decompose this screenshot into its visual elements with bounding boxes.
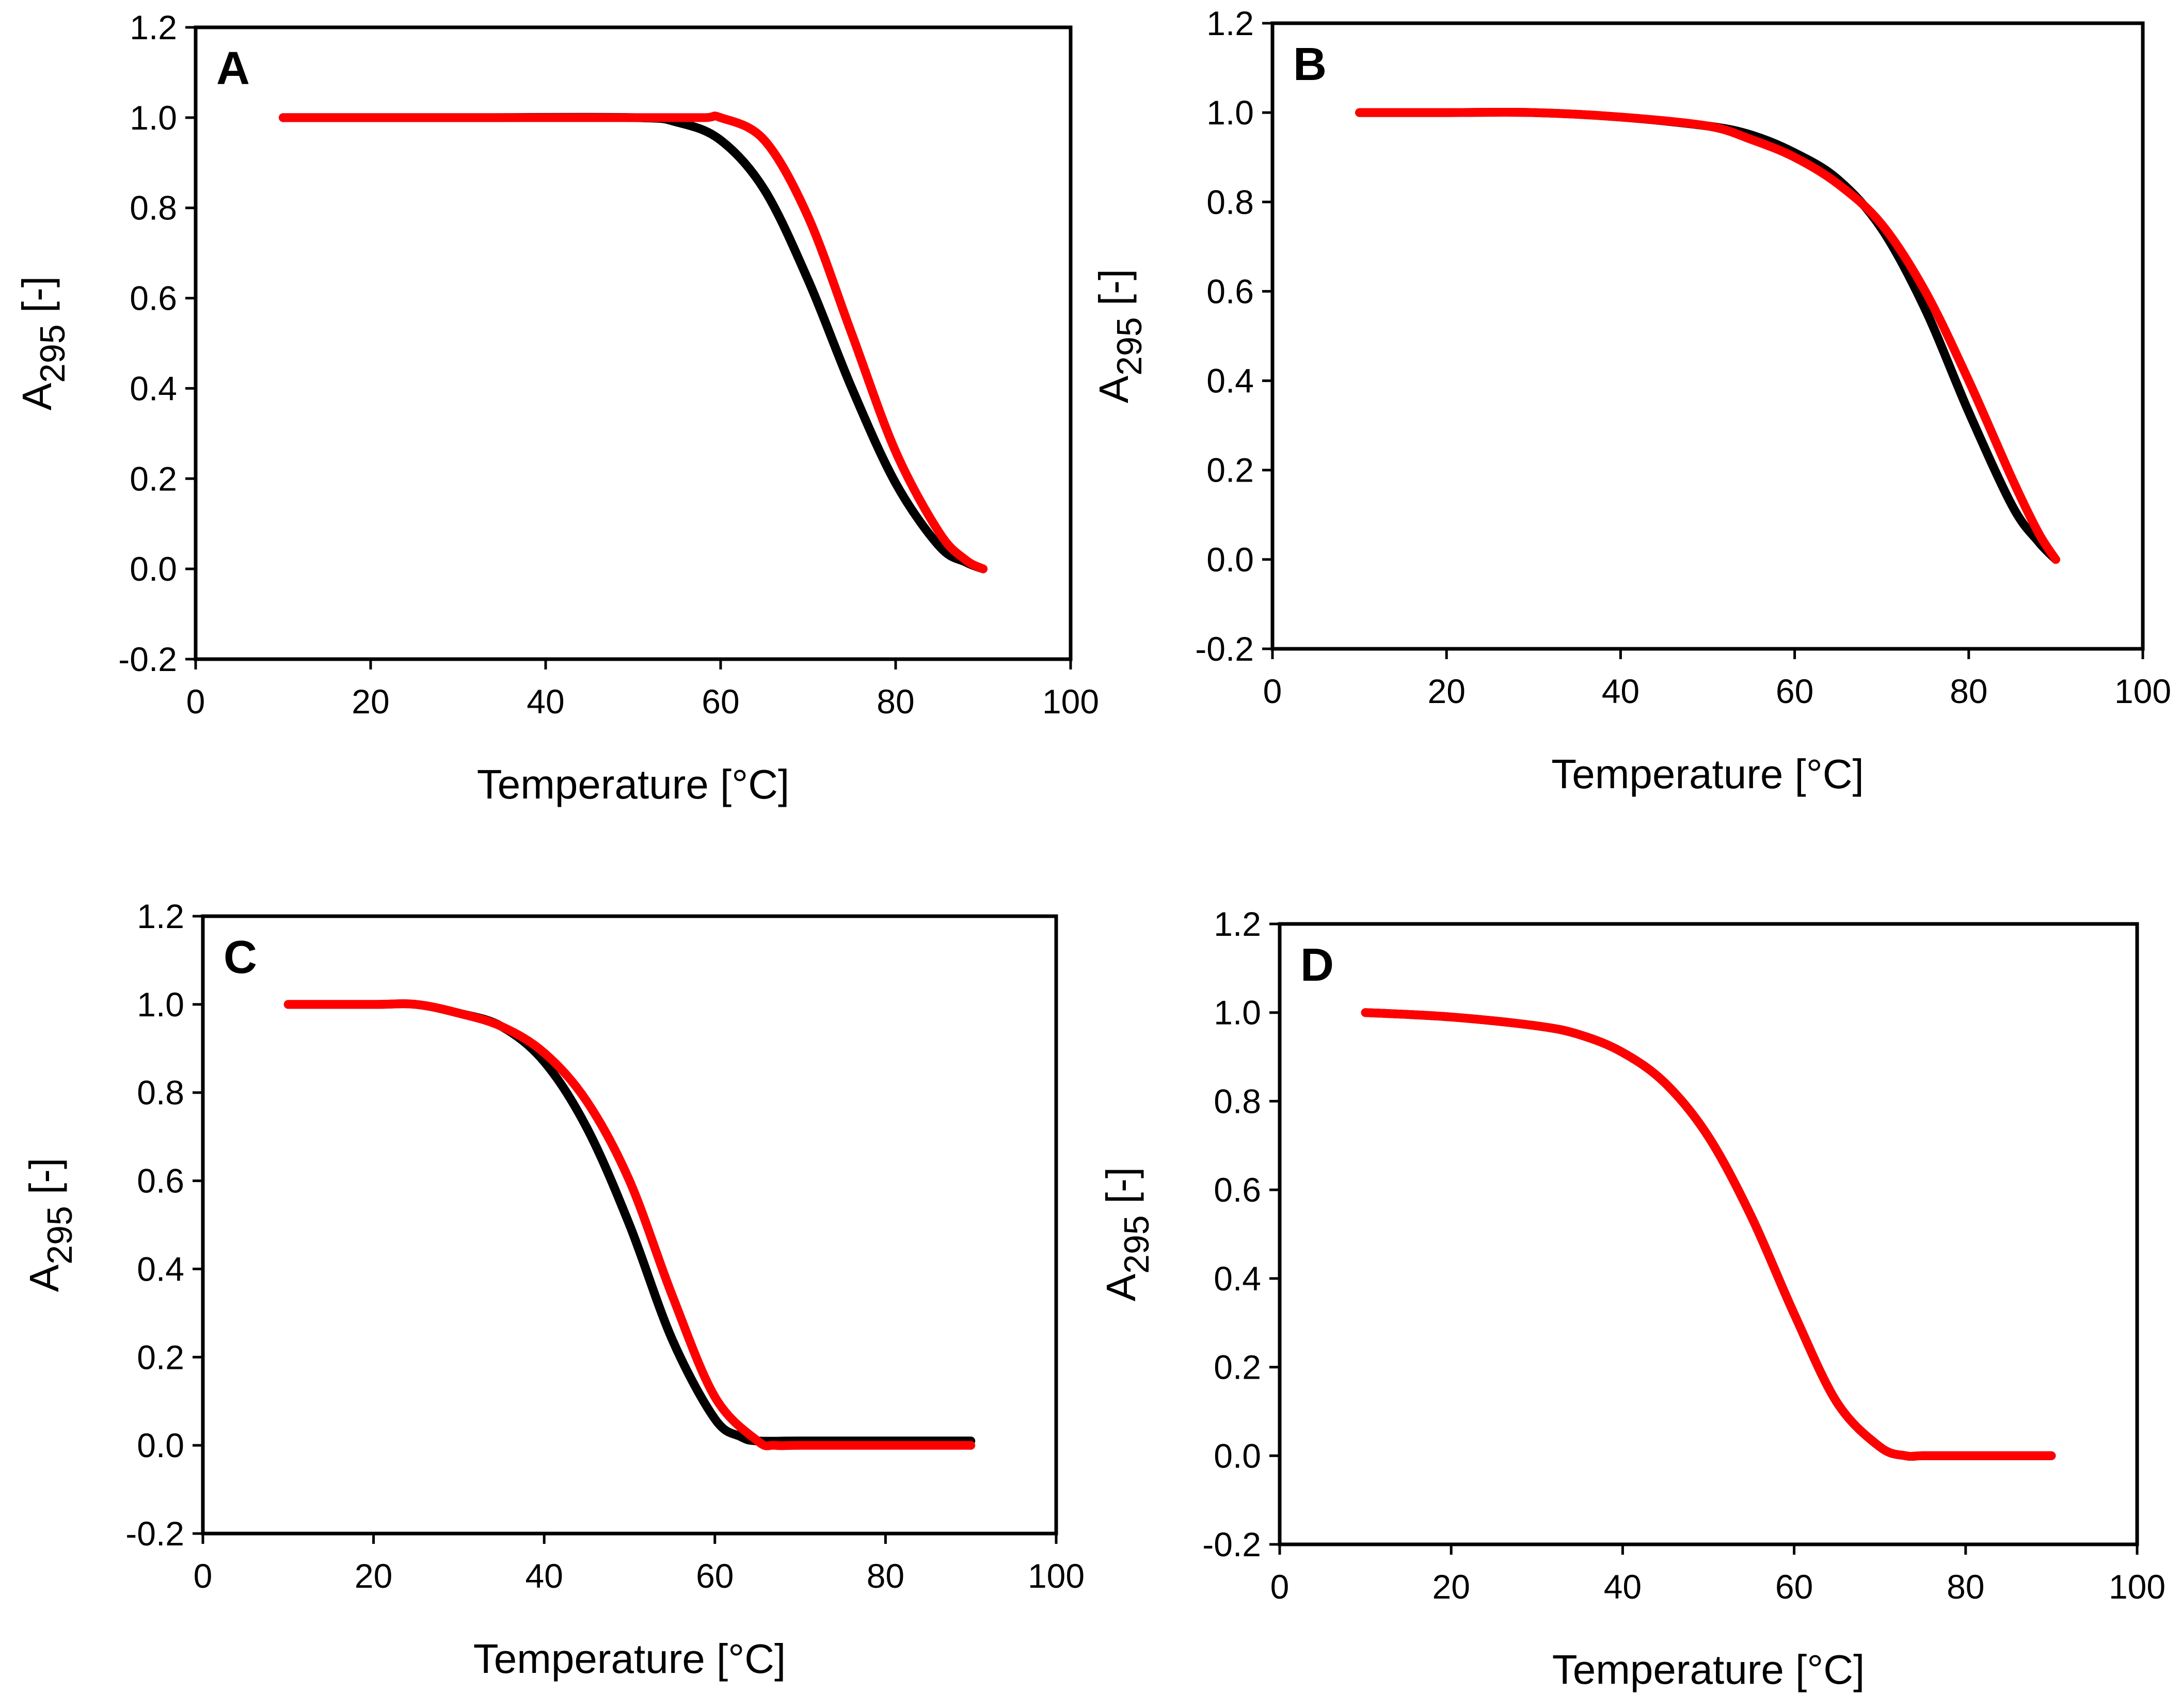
panel-a-y-tick-label: -0.2 (118, 640, 177, 678)
panel-a-series-black-line (279, 113, 988, 573)
panel-d-x-tick-label: 0 (1270, 1568, 1290, 1606)
panel-a-y-tick-label: 0.8 (130, 189, 177, 227)
panel-b: 0 20 40 60 80 100 -0.2 0.0 0.2 0.4 0.6 0.8 1.0 1.2 Tem… (1091, 4, 2171, 797)
panel-a-x-tick-label: 100 (1042, 682, 1099, 721)
panel-b-y-axis-title: A295 [-] (1091, 269, 1149, 403)
panel-b-x-tick-label: 100 (2114, 672, 2171, 710)
panel-c-series-red-line (283, 999, 976, 1450)
panel-d-y-tick-label: 1.2 (1214, 905, 1261, 943)
panel-d-x-tick-label: 40 (1604, 1568, 1642, 1606)
panel-b-y-tick-label: 0.0 (1206, 540, 1254, 579)
panel-c-series-black-line (283, 999, 976, 1446)
panel-b-x-tick-label: 20 (1427, 672, 1465, 710)
panel-a-y-tick-label: 0.4 (130, 369, 177, 407)
panel-c-y-tick-label: 0.0 (137, 1426, 184, 1464)
panel-a-y-tick-label: 0.0 (130, 550, 177, 588)
panel-c: 0 20 40 60 80 100 -0.2 0.0 0.2 0.4 0.6 0.8 1.0 1.2 Tem… (21, 897, 1085, 1682)
panel-b-y-tick-label: 1.0 (1206, 93, 1254, 132)
panel-a-plot-frame (194, 25, 1073, 661)
panel-a-label: A (216, 43, 250, 94)
panel-b-x-tick-label: 80 (1950, 672, 1987, 710)
panel-a: 0 20 40 60 80 100 -0.2 0.0 0.2 0.4 0.6 0.8 1.0 1.2 Tem… (14, 8, 1099, 807)
panel-c-y-tick-label: 0.4 (137, 1250, 184, 1288)
panel-d-label: D (1300, 939, 1334, 991)
panel-d-x-tick-label: 20 (1432, 1568, 1470, 1606)
panel-c-y-tick-label: 1.2 (137, 897, 184, 935)
panel-a-x-tick-label: 60 (702, 682, 739, 721)
panel-b-plot-frame (1270, 21, 2145, 651)
panel-c-y-tick-label: 0.2 (137, 1338, 184, 1376)
panel-a-y-tick-label: 0.6 (130, 279, 177, 317)
panel-c-y-tick-label: 0.8 (137, 1074, 184, 1112)
panel-d-x-tick-label: 60 (1775, 1568, 1813, 1606)
panel-c-y-tick-label: -0.2 (125, 1514, 184, 1553)
panel-c-x-tick-label: 60 (696, 1557, 734, 1595)
panel-a-series-red-line (279, 111, 988, 573)
panel-c-x-tick-label: 20 (355, 1557, 392, 1595)
panel-d-y-tick-label: 0.2 (1214, 1348, 1261, 1386)
panel-d-y-tick-label: 0.6 (1214, 1171, 1261, 1209)
panel-a-x-tick-label: 80 (877, 682, 914, 721)
panel-b-y-tick-label: 0.4 (1206, 362, 1254, 400)
panel-c-x-tick-label: 40 (525, 1557, 563, 1595)
panel-b-y-tick-label: 0.2 (1206, 451, 1254, 489)
panel-b-y-tick-label: 0.8 (1206, 183, 1254, 221)
panel-a-y-tick-label: 1.0 (130, 99, 177, 137)
panel-d-x-axis-title: Temperature [°C] (1552, 1647, 1865, 1693)
panel-c-x-tick-label: 100 (1028, 1557, 1085, 1595)
panel-c-y-axis-title: A295 [-] (21, 1158, 79, 1292)
panel-a-y-tick-label: 0.2 (130, 459, 177, 498)
panel-a-x-axis-title: Temperature [°C] (477, 761, 790, 807)
panel-d-y-axis-title: A295 [-] (1098, 1167, 1156, 1301)
panel-c-label: C (224, 932, 257, 983)
panel-a-x-tick-label: 20 (352, 682, 389, 721)
panel-d-y-tick-label: 0.4 (1214, 1259, 1261, 1298)
panel-b-y-tick-label: -0.2 (1195, 630, 1254, 668)
panel-c-x-tick-label: 0 (194, 1557, 213, 1595)
panel-c-y-tick-label: 1.0 (137, 985, 184, 1024)
panel-a-y-tick-label: 1.2 (130, 8, 177, 46)
panel-d-y-tick-label: -0.2 (1202, 1525, 1261, 1563)
panel-d-series-black-line (1361, 1008, 2056, 1461)
panel-c-y-tick-label: 0.6 (137, 1162, 184, 1200)
panel-b-y-tick-label: 0.6 (1206, 272, 1254, 310)
panel-c-x-axis-title: Temperature [°C] (473, 1636, 786, 1682)
panel-b-x-axis-title: Temperature [°C] (1551, 751, 1864, 797)
panel-b-x-tick-label: 40 (1602, 672, 1639, 710)
panel-d-y-tick-label: 0.8 (1214, 1082, 1261, 1120)
panel-d-plot-frame (1278, 922, 2139, 1546)
panel-d-series-red-line (1361, 1008, 2056, 1461)
panel-c-plot-frame (201, 914, 1058, 1536)
panel-d: 0 20 40 60 80 100 -0.2 0.0 0.2 0.4 0.6 0.8 1.0 1.2 Tem… (1098, 905, 2166, 1693)
panel-d-y-tick-label: 1.0 (1214, 994, 1261, 1032)
panel-a-y-axis-title: A295 [-] (14, 276, 72, 410)
panel-a-x-tick-label: 40 (527, 682, 564, 721)
panel-b-x-tick-label: 0 (1263, 672, 1282, 710)
panel-a-x-tick-label: 0 (186, 682, 205, 721)
panel-d-x-tick-label: 100 (2109, 1568, 2166, 1606)
panel-b-x-tick-label: 60 (1776, 672, 1813, 710)
panel-d-x-tick-label: 80 (1947, 1568, 1984, 1606)
panel-b-series-red-line (1355, 107, 2060, 564)
panel-b-y-tick-label: 1.2 (1206, 4, 1254, 42)
panel-d-y-tick-label: 0.0 (1214, 1436, 1261, 1475)
panel-b-label: B (1293, 39, 1327, 90)
panel-c-x-tick-label: 80 (867, 1557, 904, 1595)
